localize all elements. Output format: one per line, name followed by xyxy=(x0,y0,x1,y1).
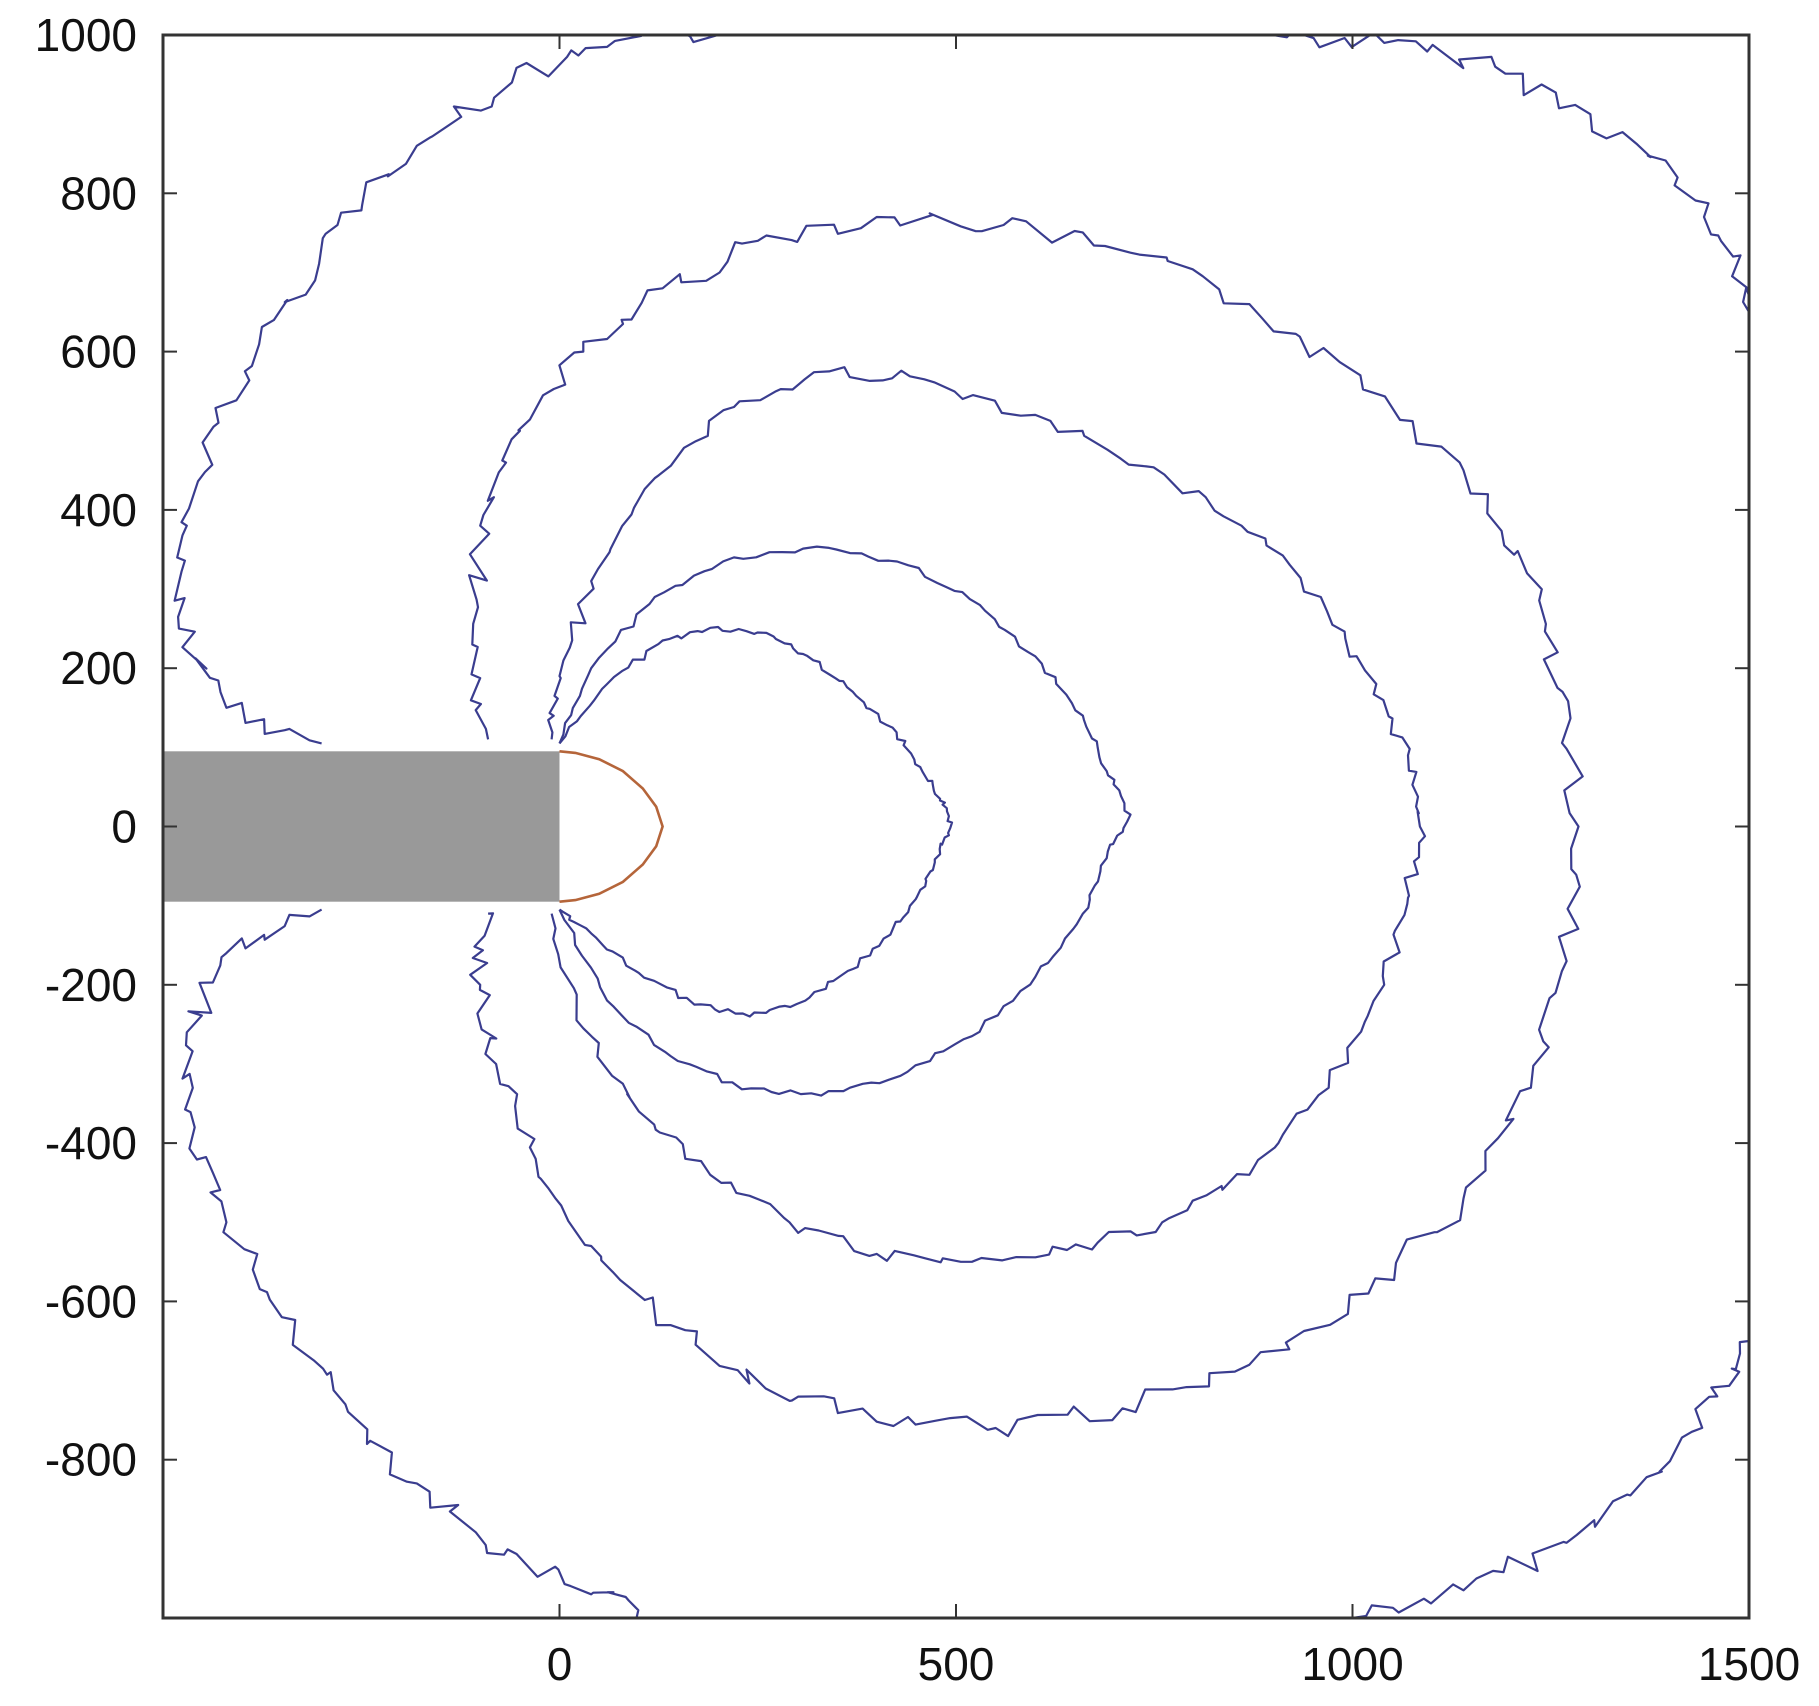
y-tick-label: 400 xyxy=(60,484,137,536)
y-tick-label: -800 xyxy=(45,1434,137,1486)
axis-tick-labels: 0 500 1000 1500 1000 800 600 400 200 0 -200 -400 -60… xyxy=(35,9,1801,1690)
contour-line-1 xyxy=(558,625,954,1018)
contour-line-6 xyxy=(1273,35,1749,313)
axis-ticks xyxy=(163,34,1750,1618)
gray-block xyxy=(163,751,560,902)
x-tick-label: 1500 xyxy=(1698,1638,1800,1690)
y-tick-label: -400 xyxy=(45,1117,137,1169)
contour-line-2 xyxy=(558,545,1132,1097)
y-tick-label: 800 xyxy=(60,167,137,219)
y-tick-label: -200 xyxy=(45,959,137,1011)
y-tick-label: 600 xyxy=(60,326,137,378)
y-tick-label: -600 xyxy=(45,1275,137,1327)
contour-line-8 xyxy=(1352,1339,1749,1618)
y-tick-label: 200 xyxy=(60,642,137,694)
contour-line-7 xyxy=(181,908,655,1618)
y-tick-label: 1000 xyxy=(35,9,137,61)
contour-line-5 xyxy=(173,35,719,745)
x-tick-label: 1000 xyxy=(1301,1638,1403,1690)
front-curve xyxy=(559,750,664,903)
contour-line-3 xyxy=(547,366,1427,1264)
x-tick-label: 500 xyxy=(918,1638,995,1690)
x-tick-label: 0 xyxy=(547,1638,573,1690)
y-tick-label: 0 xyxy=(111,801,137,853)
plot-area xyxy=(163,35,1749,1618)
contour-line-4 xyxy=(468,212,1584,1438)
